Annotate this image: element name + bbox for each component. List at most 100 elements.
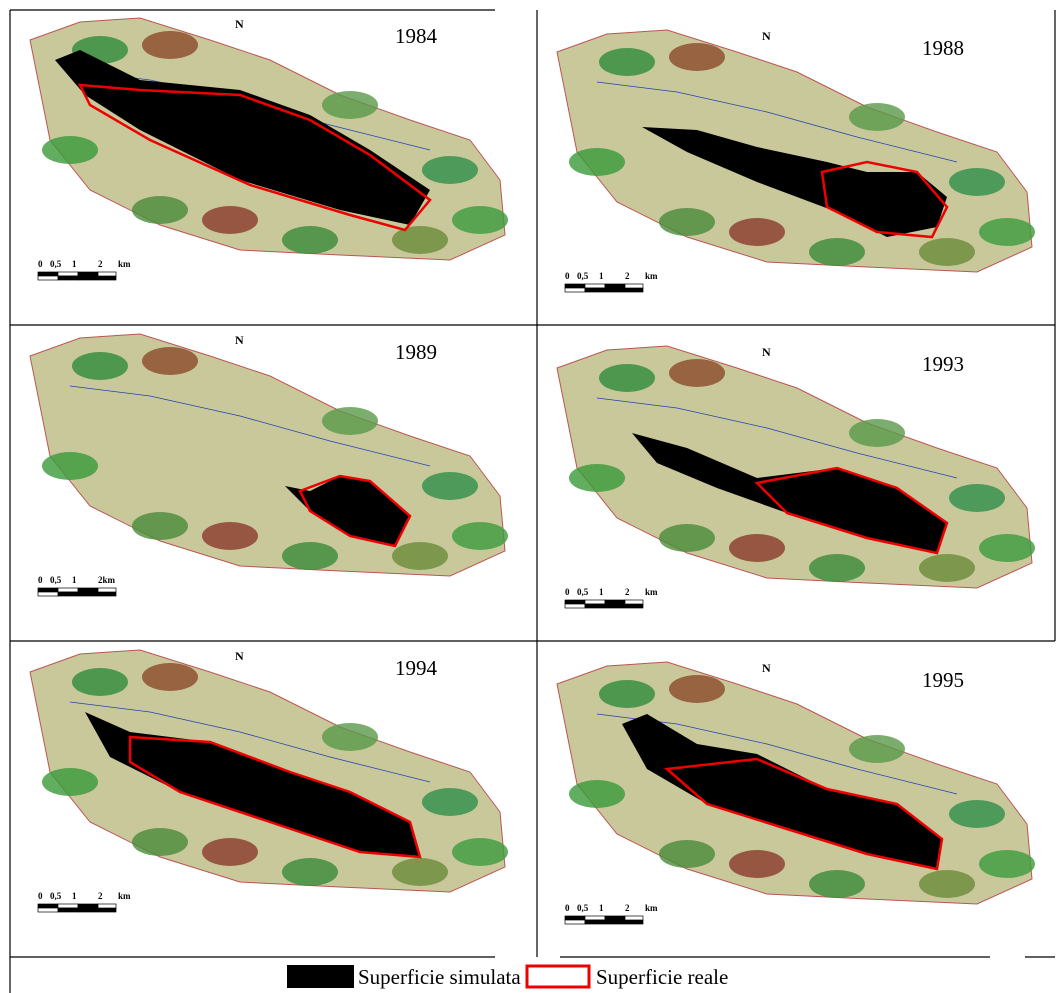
relief <box>599 680 655 708</box>
scale-label: km <box>645 587 658 597</box>
scale-label: 2 <box>625 903 630 913</box>
scale-bar <box>38 904 58 908</box>
map-panel: 1995 N 0 0,5 1 2 km <box>557 661 1035 924</box>
relief <box>919 238 975 266</box>
relief <box>202 522 258 550</box>
year-label: 1994 <box>395 656 438 680</box>
scale-bar <box>98 904 116 908</box>
scale-bar <box>605 920 643 924</box>
scale-bar <box>585 600 605 604</box>
north-label: N <box>762 661 771 675</box>
scale-label: 0 <box>38 575 43 585</box>
relief <box>849 735 905 763</box>
map-panel: 1994 N 0 0,5 1 2 km <box>30 649 508 912</box>
scale-label: 0 <box>565 903 570 913</box>
north-label: N <box>235 649 244 663</box>
relief <box>452 206 508 234</box>
scale-bar <box>78 908 116 912</box>
figure: 1984N00,512km1988N00,512km1989N00,512km1… <box>0 0 1058 993</box>
relief <box>142 31 198 59</box>
scale-bar <box>585 604 605 608</box>
scale-bar <box>38 592 58 596</box>
scale-bar <box>58 276 78 280</box>
relief <box>452 522 508 550</box>
scale-label: 0 <box>38 259 43 269</box>
scale-bar <box>38 588 58 592</box>
scale-label: 1 <box>599 587 604 597</box>
relief <box>659 208 715 236</box>
legend-label: Superficie simulata <box>358 965 521 989</box>
relief <box>669 359 725 387</box>
scale-bar <box>565 288 585 292</box>
scale-bar <box>605 604 643 608</box>
scale-bar <box>605 288 643 292</box>
scale-bar <box>605 916 625 920</box>
scale-label: 0,5 <box>50 259 62 269</box>
relief <box>422 472 478 500</box>
relief <box>282 226 338 254</box>
relief <box>422 788 478 816</box>
scale-bar <box>605 600 625 604</box>
relief <box>569 148 625 176</box>
relief <box>132 196 188 224</box>
scale-label: 0,5 <box>577 587 589 597</box>
relief <box>809 870 865 898</box>
relief <box>392 542 448 570</box>
relief <box>132 512 188 540</box>
scale-bar <box>625 916 643 920</box>
scale-label: 0,5 <box>50 891 62 901</box>
legend-label: Superficie reale <box>596 965 728 989</box>
relief <box>282 858 338 886</box>
relief <box>569 464 625 492</box>
scale-bar <box>78 592 116 596</box>
relief <box>979 850 1035 878</box>
scale-label: 1 <box>72 891 77 901</box>
relief <box>809 554 865 582</box>
year-label: 1989 <box>395 340 437 364</box>
relief <box>392 858 448 886</box>
scale-label: km <box>118 891 131 901</box>
relief <box>659 524 715 552</box>
scale-label: 0,5 <box>577 903 589 913</box>
scale-bar <box>78 272 98 276</box>
scale-bar <box>38 908 58 912</box>
relief <box>599 48 655 76</box>
scale-bar <box>58 272 78 276</box>
relief <box>599 364 655 392</box>
scale-bar <box>585 916 605 920</box>
scale-bar <box>78 276 116 280</box>
scale-bar <box>58 592 78 596</box>
scale-bar <box>98 588 116 592</box>
scale-bar <box>98 272 116 276</box>
scale-label: 1 <box>72 575 77 585</box>
relief <box>669 43 725 71</box>
scale-label: 2 <box>98 891 103 901</box>
scale-label: 0 <box>38 891 43 901</box>
year-label: 1995 <box>922 668 964 692</box>
relief <box>979 218 1035 246</box>
relief <box>919 554 975 582</box>
relief <box>729 850 785 878</box>
relief <box>949 484 1005 512</box>
scale-bar <box>585 284 605 288</box>
scale-label: 0,5 <box>577 271 589 281</box>
scale-label: km <box>645 903 658 913</box>
scale-label: km <box>645 271 658 281</box>
scale-label: 1 <box>72 259 77 269</box>
relief <box>142 347 198 375</box>
relief <box>949 800 1005 828</box>
scale-bar <box>78 588 98 592</box>
relief <box>322 723 378 751</box>
scale-bar <box>565 916 585 920</box>
scale-bar <box>565 604 585 608</box>
relief <box>202 838 258 866</box>
relief <box>72 668 128 696</box>
scale-bar <box>38 276 58 280</box>
relief <box>919 870 975 898</box>
relief <box>849 419 905 447</box>
scale-bar <box>585 920 605 924</box>
scale-label: 1 <box>599 903 604 913</box>
